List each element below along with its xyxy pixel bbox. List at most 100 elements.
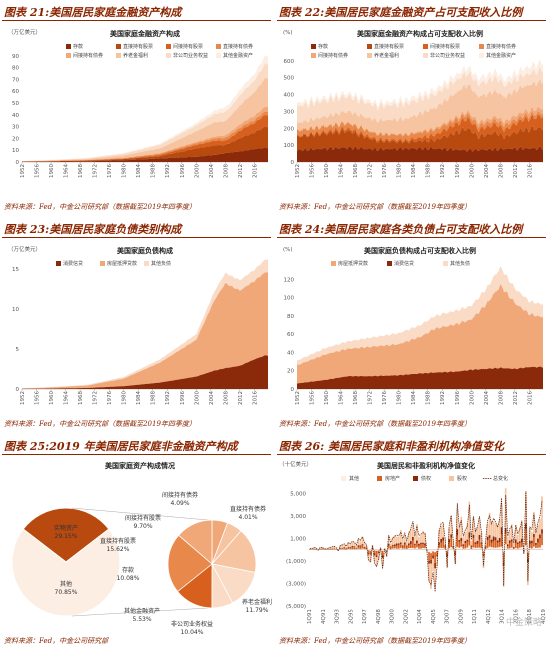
pie-value: 9.70% xyxy=(133,523,152,530)
bar-segment xyxy=(456,535,459,547)
bar-segment xyxy=(349,547,352,549)
legend-swatch xyxy=(166,44,171,49)
x-tick-label: 1Q04 xyxy=(417,609,423,624)
legend-label: 间接持有债券 xyxy=(73,52,103,59)
bar-segment xyxy=(385,551,388,553)
bar-segment xyxy=(472,517,475,535)
bar-segment xyxy=(514,527,517,540)
bar-segment xyxy=(535,544,537,548)
bar-segment xyxy=(345,546,348,549)
bar-segment xyxy=(488,535,491,539)
x-tick-label: 1984 xyxy=(136,164,142,178)
bar-segment xyxy=(424,545,426,549)
bar-segment xyxy=(407,531,410,544)
bar-segment xyxy=(484,546,487,548)
bar-segment xyxy=(520,520,523,539)
x-tick-label: 1980 xyxy=(122,391,128,405)
legend-label: 间接持有股票 xyxy=(173,43,203,50)
bar-segment xyxy=(452,548,455,550)
x-tick-label: 2004 xyxy=(484,164,490,178)
legend-swatch xyxy=(479,44,484,49)
chart-title: 美国家庭金融资产构成 xyxy=(110,29,180,38)
y-tick-label: 0 xyxy=(291,387,295,393)
bar-segment xyxy=(533,533,535,538)
legend-label: 间接持有股票 xyxy=(430,43,460,50)
bar-segment xyxy=(365,547,368,549)
bar-segment xyxy=(456,508,459,530)
bar-segment xyxy=(438,547,440,550)
legend-swatch xyxy=(311,44,316,49)
bar-segment xyxy=(359,541,362,546)
y-tick-label: 20 xyxy=(287,369,294,375)
y-tick-label: 120 xyxy=(284,277,295,283)
x-tick-label: 1996 xyxy=(455,164,461,178)
bar-segment xyxy=(373,553,376,556)
pie-slice-inner-3 xyxy=(211,530,257,573)
panel-fig25: 图表 25:2019 年美国居民家庭非金融资产构成 美国家庭资产构成情况 实物资产… xyxy=(0,434,275,650)
bar-segment xyxy=(349,543,352,548)
x-tick-label: 1Q11 xyxy=(472,609,478,624)
pie-value: 70.85% xyxy=(55,589,78,596)
bar-segment xyxy=(444,546,447,549)
bar-segment xyxy=(464,543,467,549)
bar-segment xyxy=(341,544,344,548)
bar-segment xyxy=(327,548,330,550)
y-tick-label: (3,000) xyxy=(286,581,306,587)
bar-segment xyxy=(389,546,392,548)
legend-swatch xyxy=(216,53,221,58)
title-rule xyxy=(2,237,271,238)
bar-segment xyxy=(355,548,358,550)
y-tick-label: 500 xyxy=(284,76,295,82)
bar-segment xyxy=(349,548,352,550)
bar-segment xyxy=(329,547,332,549)
bar-segment xyxy=(474,547,477,550)
x-tick-label: 1Q97 xyxy=(362,609,368,624)
bar-segment xyxy=(430,560,432,564)
bar-segment xyxy=(438,544,440,548)
bar-segment xyxy=(436,554,438,557)
bar-segment xyxy=(514,547,517,550)
bar-segment xyxy=(490,521,493,540)
area-series-2 xyxy=(22,272,268,389)
x-tick-label: 2Q95 xyxy=(348,609,354,624)
bar-segment xyxy=(516,548,519,550)
bar-segment xyxy=(414,548,416,550)
y-tick-label: 50 xyxy=(12,101,19,107)
bar-segment xyxy=(363,547,366,549)
bar-segment xyxy=(533,546,535,550)
x-tick-label: 2004 xyxy=(209,391,215,405)
bar-segment xyxy=(470,548,473,550)
y-tick-label: 400 xyxy=(284,93,295,99)
bar-segment xyxy=(478,539,481,548)
bar-segment xyxy=(533,511,535,534)
bar-segment xyxy=(502,552,505,563)
x-tick-label: 1976 xyxy=(107,391,113,405)
pie-label: 养老金福利 xyxy=(242,598,272,606)
x-tick-label: 1960 xyxy=(49,164,55,178)
y-tick-label: 60 xyxy=(287,332,294,338)
y-tick-label: 10 xyxy=(12,307,19,313)
bar-segment xyxy=(508,540,511,544)
bar-segment xyxy=(397,536,400,544)
pie-label: 间接持有股票 xyxy=(125,514,161,522)
bar-segment xyxy=(464,531,467,541)
bar-segment xyxy=(480,543,483,549)
bar-segment xyxy=(414,534,416,544)
bar-segment xyxy=(361,544,364,546)
bar-segment xyxy=(492,536,495,542)
bar-segment xyxy=(381,549,384,551)
bar-segment xyxy=(470,545,473,547)
x-tick-label: 1972 xyxy=(368,164,374,178)
x-tick-label: 2016 xyxy=(527,164,533,178)
bar-segment xyxy=(446,554,449,557)
y-tick-label: 15 xyxy=(12,267,19,273)
y-tick-label: 20 xyxy=(12,136,19,142)
y-tick-label: 30 xyxy=(12,125,19,131)
y-tick-label: 5 xyxy=(16,347,20,353)
legend-swatch xyxy=(479,53,484,58)
y-tick-label: 0 xyxy=(291,160,295,166)
legend-label: 债权 xyxy=(421,475,431,482)
bar-segment xyxy=(541,496,543,530)
pie-label: 存款 xyxy=(122,566,134,574)
bar-segment xyxy=(488,512,491,536)
